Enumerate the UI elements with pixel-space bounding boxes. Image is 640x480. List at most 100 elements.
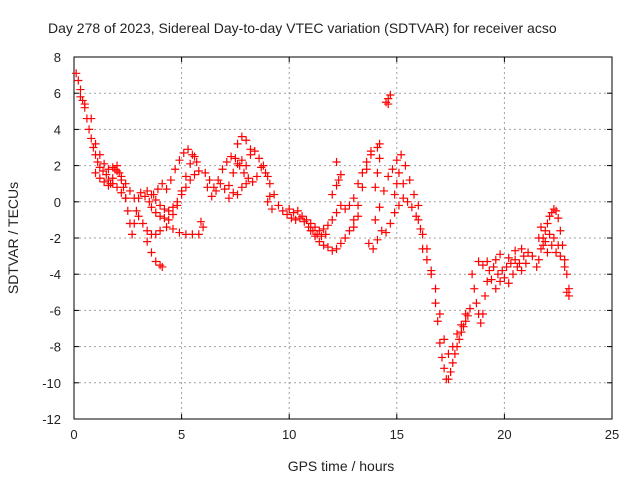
data-point [379, 186, 388, 196]
data-point [381, 228, 391, 237]
data-point [440, 364, 449, 373]
data-point [190, 152, 199, 161]
data-point [554, 241, 563, 250]
data-point [278, 206, 287, 215]
data-point [394, 201, 404, 210]
data-point [519, 252, 528, 261]
data-point [392, 179, 401, 188]
data-point [528, 252, 537, 261]
data-point [349, 215, 358, 224]
data-point [239, 168, 249, 177]
x-tick-label: 0 [70, 427, 77, 442]
data-point [336, 170, 345, 179]
x-axis-label: GPS time / hours [288, 458, 395, 474]
data-point [341, 233, 350, 243]
data-point [222, 157, 231, 167]
y-tick-label: 0 [54, 195, 61, 210]
data-point [554, 213, 563, 223]
data-point [511, 255, 520, 264]
data-point [448, 358, 457, 367]
data-point [95, 150, 104, 159]
data-point [353, 212, 363, 221]
data-point [353, 179, 363, 188]
data-points [72, 69, 574, 384]
data-point [362, 165, 371, 174]
data-point [216, 179, 225, 188]
axis-ticks: 0 5 10 15 20 25 -12 -10 -8 -6 -4 -2 0 2 4 6 8 [42, 50, 619, 442]
data-point [489, 262, 498, 272]
data-point [511, 246, 520, 255]
data-point [211, 186, 221, 196]
data-point [388, 165, 397, 174]
data-point [401, 161, 410, 170]
data-point [237, 183, 246, 192]
grid-lines [74, 57, 612, 419]
data-point [543, 219, 552, 228]
data-point [394, 168, 404, 177]
data-point [513, 262, 522, 272]
data-point [551, 206, 561, 215]
data-point [155, 226, 165, 235]
data-point [100, 177, 109, 186]
data-point [504, 279, 513, 288]
x-tick-label: 15 [390, 427, 404, 442]
data-point [491, 255, 500, 264]
data-point [336, 239, 345, 248]
data-point [414, 201, 423, 210]
data-point [407, 203, 416, 212]
y-tick-label: 8 [54, 50, 61, 65]
data-point [237, 132, 246, 141]
data-point [319, 224, 328, 234]
data-point [495, 250, 505, 259]
data-point [102, 170, 111, 179]
data-point [321, 230, 330, 239]
data-point [472, 299, 481, 308]
data-point [91, 139, 100, 148]
data-point [151, 195, 160, 205]
data-point [155, 201, 165, 210]
data-point [418, 230, 427, 239]
data-point [310, 232, 320, 241]
data-point [399, 179, 408, 188]
data-point [220, 185, 229, 194]
data-point [556, 252, 565, 261]
data-point [123, 206, 132, 215]
data-point [334, 175, 343, 185]
data-point [270, 190, 279, 199]
data-point [282, 210, 292, 219]
y-tick-label: 2 [54, 159, 61, 174]
data-point [390, 208, 399, 217]
data-point [418, 244, 427, 253]
data-point [203, 183, 212, 192]
data-point [384, 99, 393, 109]
data-point [181, 230, 191, 239]
data-point [500, 273, 509, 282]
x-tick-label: 5 [178, 427, 185, 442]
data-point [349, 223, 358, 232]
data-point [164, 215, 173, 224]
data-point [181, 172, 191, 181]
data-point [112, 166, 122, 176]
data-point [233, 190, 242, 199]
data-point [315, 237, 324, 246]
data-point [306, 219, 315, 228]
data-point [246, 145, 255, 154]
data-point [375, 203, 384, 212]
data-point [132, 206, 141, 215]
data-point [427, 266, 436, 275]
data-point [345, 201, 354, 210]
data-point [248, 177, 257, 186]
data-point [143, 186, 152, 196]
data-point [147, 203, 156, 212]
data-point [536, 223, 546, 232]
data-point [547, 241, 556, 250]
data-point [392, 156, 401, 165]
data-point [332, 157, 341, 167]
data-point [84, 125, 94, 134]
data-point [323, 242, 333, 252]
data-point [298, 212, 307, 221]
x-tick-label: 10 [282, 427, 296, 442]
y-tick-label: -4 [49, 267, 61, 282]
data-point [194, 230, 203, 239]
data-point [192, 157, 201, 167]
